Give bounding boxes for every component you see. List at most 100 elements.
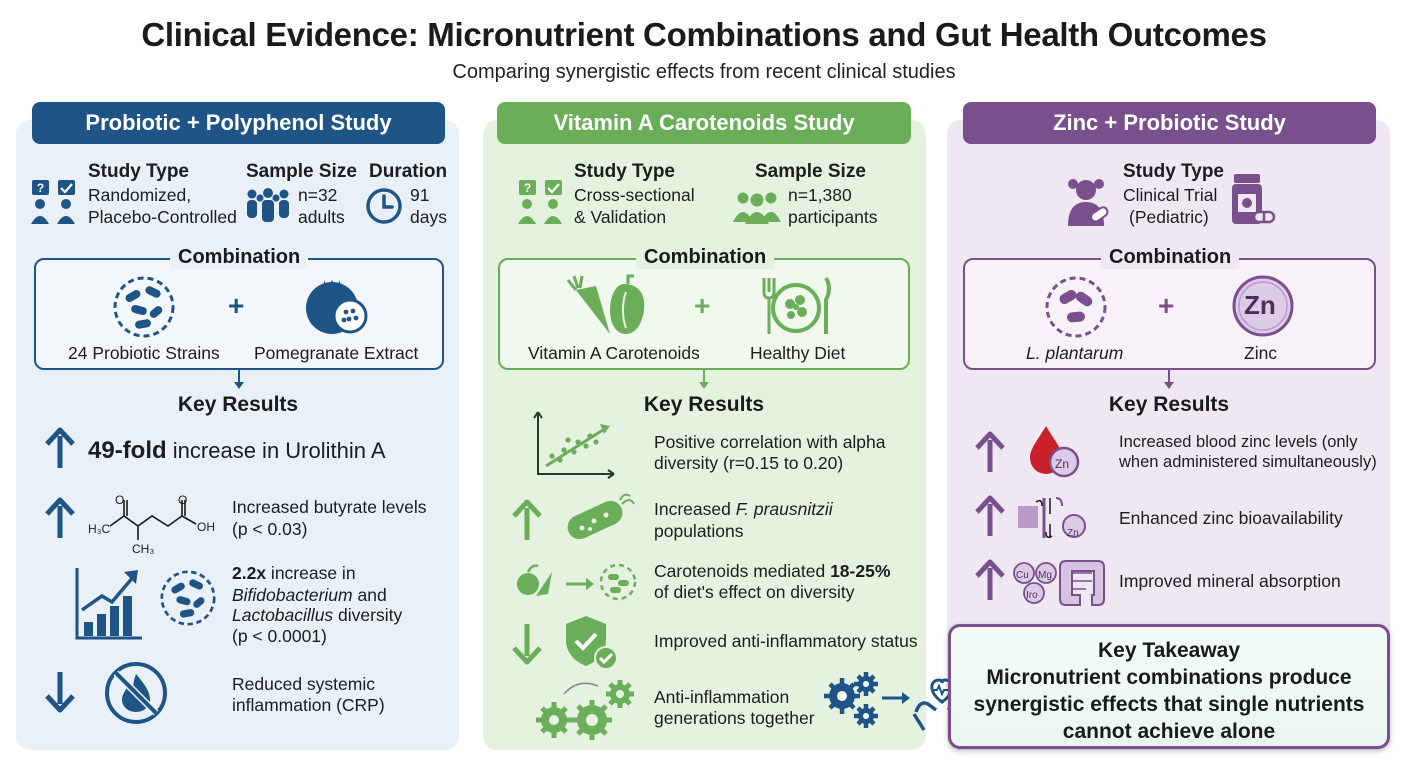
people-group-icon xyxy=(247,188,289,222)
study2-sample-value-2: participants xyxy=(788,207,878,227)
study1-combination-box xyxy=(34,258,444,370)
study1-duration-value: 91 xyxy=(410,185,430,205)
bacteria-cluster-icon xyxy=(113,276,175,338)
zinc-symbol: Zn xyxy=(1067,528,1079,539)
people-group-icon xyxy=(733,192,781,224)
blood-drop-zinc-icon xyxy=(1030,426,1080,478)
study1-result-3b: Bifidobacterium and xyxy=(232,584,387,606)
clock-icon xyxy=(366,188,402,224)
plus-sign: + xyxy=(1158,290,1175,321)
study1-result-2b: (p < 0.03) xyxy=(232,519,308,539)
study1-type-value-2: Placebo-Controlled xyxy=(88,207,237,227)
bacteria-cluster-icon xyxy=(1045,276,1107,338)
result-text: Increased xyxy=(654,499,736,519)
study3-result-1: Increased blood zinc levels (only xyxy=(1119,433,1358,451)
study3-combo-left: L. plantarum xyxy=(1026,343,1124,363)
arrow-up-icon xyxy=(975,559,1005,600)
study2-result-1b: diversity (r=0.15 to 0.20) xyxy=(654,453,844,473)
study1-duration-label: Duration xyxy=(369,161,448,182)
study2-type-label: Study Type xyxy=(574,161,675,182)
study1-combo-right: Pomegranate Extract xyxy=(254,343,419,363)
study2-result-3b: of diet's effect on diversity xyxy=(654,582,855,602)
study1-sample-value-2: adults xyxy=(298,207,345,227)
study3-type-label: Study Type xyxy=(1123,161,1224,182)
study3-result-1b: when administered simultaneously) xyxy=(1119,453,1377,471)
study2-title: Vitamin A Carotenoids Study xyxy=(497,102,911,144)
study2-result-1: Positive correlation with alpha xyxy=(654,432,886,452)
arrow-down-icon xyxy=(1164,370,1174,389)
study2-result-3: Carotenoids mediated 18-25% xyxy=(654,560,890,582)
study3-title: Zinc + Probiotic Study xyxy=(963,102,1376,144)
study3-type-value-2: (Pediatric) xyxy=(1129,207,1209,227)
chem-o1: O xyxy=(115,493,125,507)
bacterium-icon xyxy=(567,493,635,540)
result-bold: 2.2x xyxy=(232,563,267,583)
study1-result-3c: Lactobacillus diversity xyxy=(232,604,402,626)
study1-combo-left: 24 Probiotic Strains xyxy=(68,343,220,363)
study2-key-results: Key Results xyxy=(643,393,765,416)
taxon-name: Lactobacillus xyxy=(232,605,334,625)
mineral-mg: Mg xyxy=(1038,570,1052,581)
key-takeaway-box: Key Takeaway Micronutrient combinations … xyxy=(948,624,1390,749)
arrow-down-icon xyxy=(234,370,244,389)
growth-chart-icon xyxy=(75,568,142,640)
study2-type-value-2: & Validation xyxy=(574,207,667,227)
study-type-icon: ? xyxy=(31,180,75,224)
result-bold: 49-fold xyxy=(88,437,167,464)
takeaway-line-2: synergistic effects that single nutrient… xyxy=(973,693,1365,716)
study1-duration-value-2: days xyxy=(410,207,447,227)
taxon-name: Bifidobacterium xyxy=(232,585,353,605)
gears-icon xyxy=(536,680,634,740)
study2-result-5: Anti-inflammation xyxy=(654,687,790,707)
mineral-iron: Iro xyxy=(1026,590,1038,601)
carrot-pepper-icon xyxy=(566,274,645,334)
takeaway-line-3: cannot achieve alone xyxy=(1062,720,1276,743)
study2-type-value: Cross-sectional xyxy=(574,185,695,205)
bacteria-cluster-icon xyxy=(160,570,216,626)
panel-probiotic-polyphenol xyxy=(16,120,459,750)
takeaway-title: Key Takeaway xyxy=(1097,639,1241,662)
study3-key-results: Key Results xyxy=(1108,393,1230,416)
chem-oh: OH xyxy=(197,520,215,534)
no-fire-icon xyxy=(105,662,167,724)
mineral-cu: Cu xyxy=(1016,570,1029,581)
takeaway-line-1: Micronutrient combinations produce xyxy=(986,666,1352,689)
study1-result-3: 2.2x increase in xyxy=(232,562,356,584)
study-type-icon: ? xyxy=(518,180,562,224)
study1-result-3d: (p < 0.0001) xyxy=(232,626,327,646)
chem-o2: O xyxy=(178,493,188,507)
svg-text:?: ? xyxy=(524,181,531,195)
study1-result-2: Increased butyrate levels xyxy=(232,497,427,517)
study1-key-results: Key Results xyxy=(177,393,299,416)
page-title: Clinical Evidence: Micronutrient Combina… xyxy=(141,16,1267,53)
result-bold: 18-25% xyxy=(830,561,891,581)
arrow-down-icon xyxy=(45,672,75,713)
taxon-name: F. prausnitzii xyxy=(735,499,833,519)
result-text: and xyxy=(352,585,387,605)
study2-result-5b: generations together xyxy=(654,708,815,728)
arrow-up-icon xyxy=(975,431,1005,472)
chem-h3c: H₃C xyxy=(88,522,111,536)
minerals-intestine-icon xyxy=(1013,560,1105,606)
plus-sign: + xyxy=(228,290,245,321)
chem-ch3: CH₃ xyxy=(132,542,155,556)
healthy-plate-icon xyxy=(762,276,831,334)
vegetables-to-microbiome-icon xyxy=(517,563,637,601)
study2-result-4: Improved anti-inflammatory status xyxy=(654,631,918,651)
study1-result-1: 49-fold increase in Urolithin A xyxy=(88,437,386,465)
absorption-icon xyxy=(1018,497,1086,539)
study2-result-2: Increased F. prausnitzii xyxy=(654,498,833,520)
arrow-up-icon xyxy=(975,495,1005,536)
study1-sample-label: Sample Size xyxy=(246,161,357,182)
study2-result-2b: populations xyxy=(654,521,744,541)
plus-sign: + xyxy=(694,290,711,321)
study1-sample-value: n=32 xyxy=(298,185,338,205)
result-text: increase in xyxy=(266,563,356,583)
zinc-symbol: Zn xyxy=(1244,290,1276,320)
arrow-up-icon xyxy=(512,499,542,540)
study3-result-3: Improved mineral absorption xyxy=(1119,571,1341,591)
panel-vitamin-a xyxy=(483,120,926,750)
study2-combo-right: Healthy Diet xyxy=(750,343,846,363)
svg-text:?: ? xyxy=(37,181,44,195)
study3-type-value: Clinical Trial xyxy=(1123,185,1218,205)
